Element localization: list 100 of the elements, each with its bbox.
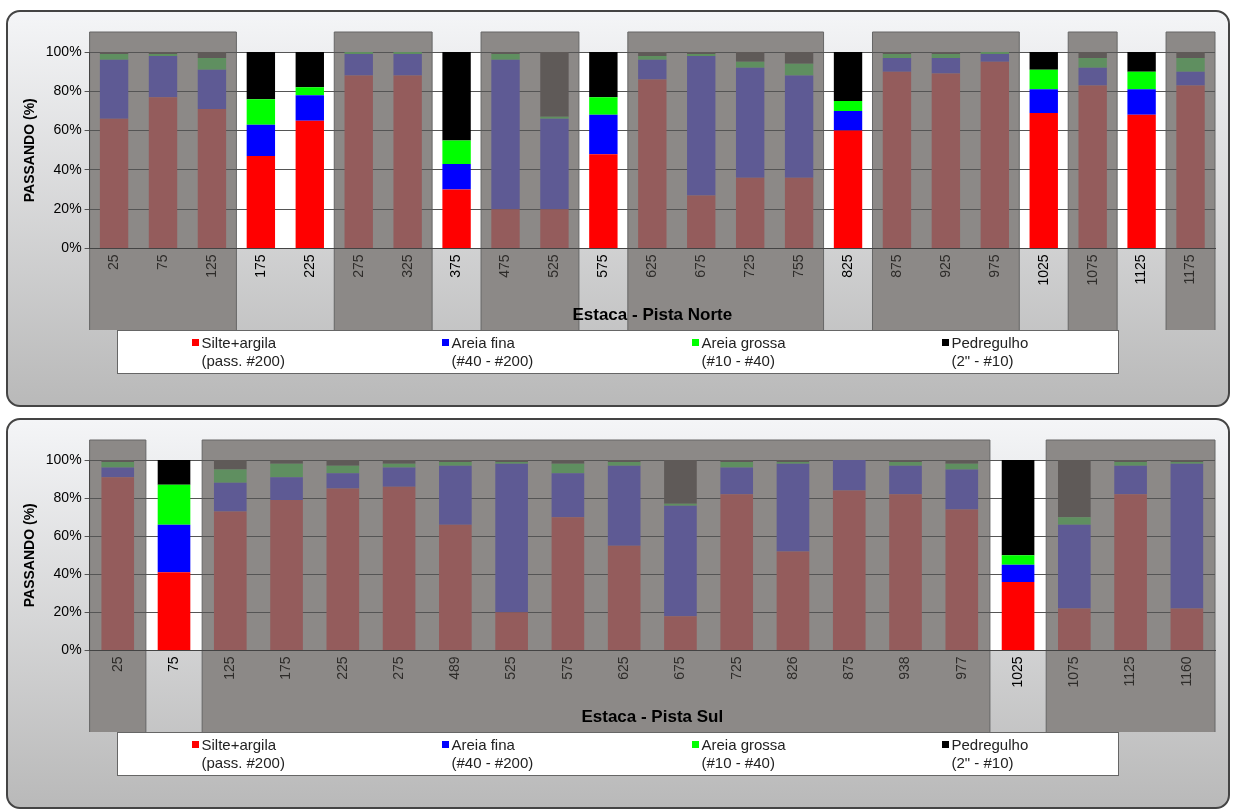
legend-label: Pedregulho (2" - #10) xyxy=(951,736,1030,772)
bar xyxy=(1127,52,1156,72)
bar xyxy=(931,53,961,58)
bar xyxy=(832,460,866,491)
x-tick-label: 25 xyxy=(108,656,125,673)
y-tick-label: 80% xyxy=(53,82,82,99)
bar xyxy=(295,95,324,121)
bar xyxy=(246,156,276,248)
bar xyxy=(213,511,247,650)
legend-label: Areia fina (#40 - #200) xyxy=(451,334,535,370)
bar xyxy=(197,69,227,109)
bar xyxy=(1058,524,1091,609)
bar xyxy=(1078,85,1107,248)
bar xyxy=(784,177,814,248)
legend-label: Areia grossa (#10 - #40) xyxy=(701,736,787,772)
bar xyxy=(720,494,754,650)
bar xyxy=(833,52,863,102)
bar xyxy=(540,118,569,210)
bar xyxy=(491,209,520,248)
legend-label: Silte+argila (pass. #200) xyxy=(201,334,286,370)
x-tick-label: 938 xyxy=(896,656,913,680)
bar xyxy=(1029,52,1058,70)
x-tick-label: 225 xyxy=(333,656,350,680)
bar xyxy=(945,509,979,650)
bar xyxy=(213,482,247,512)
bar xyxy=(101,467,135,478)
x-tick-label: 875 xyxy=(887,254,904,278)
bar xyxy=(1114,465,1147,495)
legend-label: Areia fina (#40 - #200) xyxy=(451,736,535,772)
x-tick-label: 625 xyxy=(643,254,660,278)
bar xyxy=(382,463,416,468)
bar xyxy=(589,114,618,155)
x-tick-label: 1125 xyxy=(1121,656,1138,687)
bar xyxy=(832,490,866,650)
bar xyxy=(607,461,641,466)
bar xyxy=(99,59,129,119)
bar xyxy=(148,55,178,98)
bar xyxy=(326,488,360,650)
bar xyxy=(393,53,422,76)
y-axis-title: PASSANDO (%) xyxy=(21,98,38,203)
x-tick-label: 275 xyxy=(349,254,366,278)
x-tick-label: 725 xyxy=(741,254,758,278)
bar xyxy=(687,55,716,196)
x-tick-label: 25 xyxy=(104,254,121,271)
bar xyxy=(980,53,1009,62)
bar xyxy=(589,97,618,115)
bar xyxy=(495,463,528,613)
bar xyxy=(148,97,178,248)
bar xyxy=(889,461,922,466)
bar xyxy=(1127,71,1156,90)
bar xyxy=(157,460,191,485)
bar xyxy=(1176,85,1205,248)
bar xyxy=(344,75,373,248)
x-tick-label: 625 xyxy=(615,656,632,680)
x-axis-title: Estaca - Pista Sul xyxy=(581,707,724,727)
x-tick-label: 75 xyxy=(164,656,181,673)
bar xyxy=(638,79,667,248)
bar xyxy=(589,52,618,98)
x-tick-label: 675 xyxy=(692,254,709,278)
bar xyxy=(889,494,922,650)
bar xyxy=(607,545,641,650)
bar xyxy=(1078,67,1107,86)
y-tick-label: 20% xyxy=(53,603,82,620)
y-tick-label: 80% xyxy=(53,488,82,505)
x-tick-label: 125 xyxy=(221,656,238,680)
bar xyxy=(1170,608,1204,650)
bar xyxy=(1127,114,1156,248)
x-tick-label: 755 xyxy=(789,254,806,278)
bar xyxy=(833,130,863,248)
bar xyxy=(1001,555,1035,565)
bar xyxy=(491,59,520,210)
bar xyxy=(638,59,667,80)
bar xyxy=(607,465,641,546)
x-tick-label: 1025 xyxy=(1034,254,1051,286)
bar xyxy=(638,55,667,60)
bar xyxy=(1001,564,1035,582)
bar xyxy=(99,118,129,248)
x-axis-title: Estaca - Pista Norte xyxy=(572,305,733,325)
x-tick-label: 925 xyxy=(936,254,953,278)
bar xyxy=(833,101,863,111)
bar xyxy=(439,524,472,650)
bar xyxy=(784,63,814,76)
bar xyxy=(735,67,765,178)
bar xyxy=(295,52,324,88)
x-tick-label: 826 xyxy=(783,656,800,680)
bar xyxy=(1029,112,1058,248)
bar xyxy=(1029,69,1058,90)
x-tick-label: 125 xyxy=(202,254,219,278)
bar xyxy=(882,71,912,248)
bar xyxy=(157,524,191,573)
x-tick-label: 1125 xyxy=(1132,254,1149,285)
bar xyxy=(945,463,979,470)
bar xyxy=(882,53,912,58)
bar xyxy=(776,551,810,650)
y-tick-label: 60% xyxy=(53,121,82,138)
y-tick-label: 100% xyxy=(45,42,82,59)
bar xyxy=(491,53,520,60)
legend-label: Silte+argila (pass. #200) xyxy=(201,736,286,772)
bar xyxy=(1029,89,1058,113)
x-tick-label: 175 xyxy=(277,656,294,680)
